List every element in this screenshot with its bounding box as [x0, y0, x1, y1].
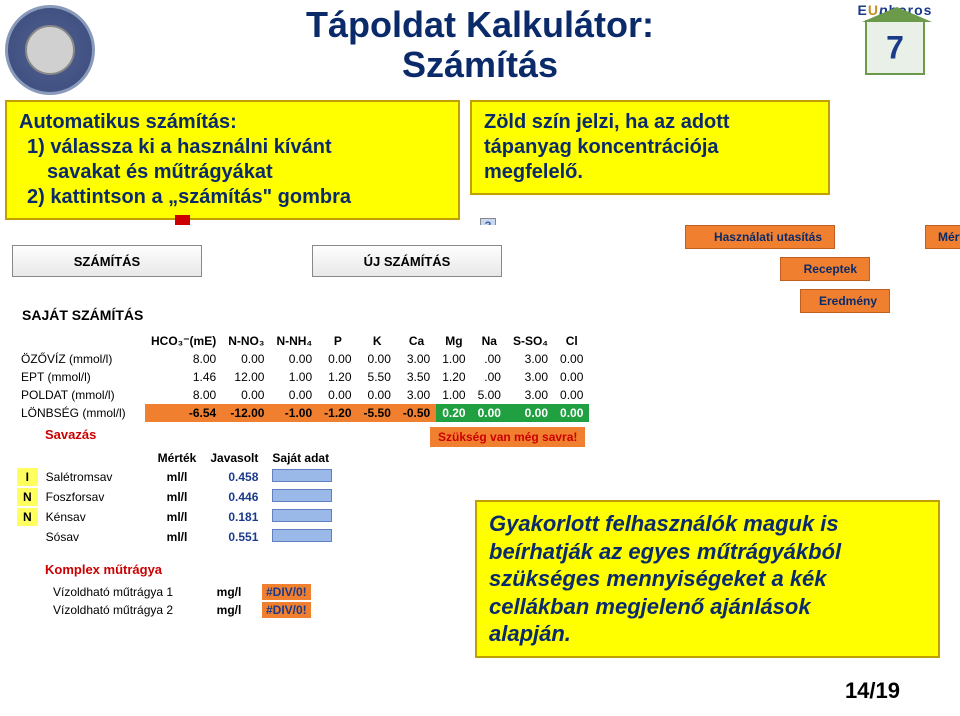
eredmeny-button[interactable]: Eredmény	[800, 289, 890, 313]
instruction-box-right: Zöld szín jelzi, ha az adott tápanyag ko…	[470, 100, 830, 195]
uj-szamitas-button[interactable]: ÚJ SZÁMÍTÁS	[312, 245, 502, 277]
page-number: 14/19	[845, 678, 900, 704]
savazas-label: Savazás	[45, 427, 96, 442]
komplex-table: Vízoldható műtrágya 1mg/l#DIV/0!Vízoldha…	[45, 582, 319, 620]
logo-left	[5, 5, 95, 95]
szamitas-button[interactable]: SZÁMÍTÁS	[12, 245, 202, 277]
szukseg-warning: Szükség van még savra!	[430, 427, 585, 447]
logo-right: EUphoros 7	[835, 2, 955, 82]
komplex-label: Komplex műtrágya	[45, 562, 162, 577]
sajat-szamitas-label: SAJÁT SZÁMÍTÁS	[22, 307, 143, 323]
receptek-button[interactable]: Receptek	[780, 257, 870, 281]
acid-table: Mérték Javasolt Saját adat ISalétromsavm…	[15, 448, 340, 548]
instruction-box-bottom: Gyakorlott felhasználók maguk is beírhat…	[475, 500, 940, 658]
house-icon: 7	[865, 20, 925, 75]
mertekegy-button[interactable]: Mértékegy	[925, 225, 960, 249]
hasznalati-button[interactable]: Használati utasítás	[685, 225, 835, 249]
page-title: Tápoldat Kalkulátor: Számítás	[306, 5, 654, 84]
instruction-box-left: Automatikus számítás: 1) válassza ki a h…	[5, 100, 460, 220]
nutrient-table: HCO₃⁻(mE)N-NO₃N-NH₄PKCaMgNaS-SO₄Cl ÖZŐVÍ…	[15, 332, 589, 422]
